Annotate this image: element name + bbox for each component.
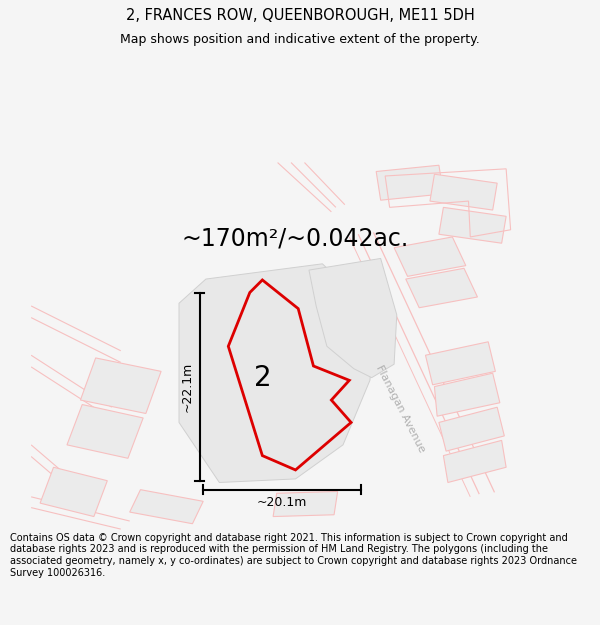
- Polygon shape: [439, 208, 506, 243]
- Polygon shape: [273, 491, 338, 516]
- Polygon shape: [443, 441, 506, 483]
- Polygon shape: [394, 237, 466, 276]
- Polygon shape: [40, 468, 107, 516]
- Text: 2: 2: [254, 364, 271, 392]
- Polygon shape: [309, 259, 397, 378]
- Polygon shape: [67, 404, 143, 458]
- Polygon shape: [439, 408, 505, 451]
- Polygon shape: [229, 280, 351, 470]
- Text: ~20.1m: ~20.1m: [257, 496, 307, 509]
- Polygon shape: [376, 165, 443, 200]
- Polygon shape: [406, 268, 478, 308]
- Polygon shape: [130, 489, 203, 524]
- Polygon shape: [179, 264, 376, 482]
- Text: Map shows position and indicative extent of the property.: Map shows position and indicative extent…: [120, 33, 480, 46]
- Text: 2, FRANCES ROW, QUEENBOROUGH, ME11 5DH: 2, FRANCES ROW, QUEENBOROUGH, ME11 5DH: [125, 8, 475, 23]
- Polygon shape: [434, 373, 500, 416]
- Polygon shape: [425, 342, 496, 385]
- Text: ~170m²/~0.042ac.: ~170m²/~0.042ac.: [182, 227, 409, 251]
- Text: ~22.1m: ~22.1m: [181, 361, 194, 412]
- Polygon shape: [430, 174, 497, 210]
- Polygon shape: [80, 358, 161, 414]
- Text: Flanagan Avenue: Flanagan Avenue: [374, 364, 427, 454]
- Text: Contains OS data © Crown copyright and database right 2021. This information is : Contains OS data © Crown copyright and d…: [10, 533, 577, 578]
